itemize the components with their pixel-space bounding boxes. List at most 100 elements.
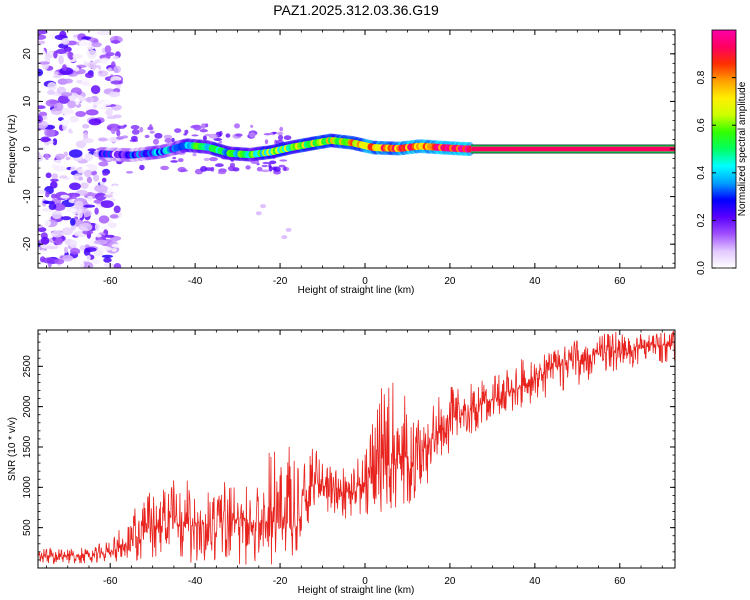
noise-blob <box>74 66 80 72</box>
noise-blob <box>273 166 281 172</box>
noise-blob <box>53 50 58 59</box>
noise-blob <box>109 214 119 219</box>
noise-blob <box>55 49 67 54</box>
noise-blob <box>184 129 189 134</box>
noise-blob <box>121 135 129 139</box>
noise-blob <box>58 55 64 65</box>
noise-blob <box>208 133 218 139</box>
snr-x-ticks: -60 -40 -20 0 20 40 60 <box>46 330 663 587</box>
x-tick-label: -40 <box>188 576 203 587</box>
noise-blob <box>110 76 122 82</box>
noise-blob <box>95 192 107 201</box>
noise-blob <box>203 157 210 162</box>
noise-blob <box>58 94 70 104</box>
noise-blob <box>46 245 59 250</box>
noise-blob <box>110 198 116 202</box>
noise-blob <box>115 84 122 89</box>
noise-blob <box>249 132 256 138</box>
noise-blob <box>201 123 206 129</box>
spectrogram-y-ticks: -20 -10 0 10 20 <box>22 34 675 264</box>
noise-blob <box>63 78 73 84</box>
noise-blob <box>100 57 110 64</box>
noise-blob <box>277 131 284 136</box>
noise-blob <box>172 156 177 160</box>
noise-blob <box>38 34 47 40</box>
noise-blob <box>260 169 270 173</box>
y-tick-label: -10 <box>22 189 33 204</box>
noise-blob <box>52 159 66 166</box>
noise-blob <box>87 49 97 59</box>
noise-blob <box>59 30 67 39</box>
noise-blob <box>131 129 140 135</box>
noise-blob <box>202 135 207 141</box>
noise-blob <box>79 39 90 48</box>
noise-blob <box>263 133 272 136</box>
noise-blob <box>88 118 102 126</box>
noise-blob <box>38 227 47 233</box>
noise-blob <box>38 48 45 52</box>
noise-blob <box>98 246 113 251</box>
x-tick-label: 0 <box>362 276 368 287</box>
noise-blob <box>139 164 145 171</box>
noise-blob <box>80 182 89 189</box>
noise-blob <box>174 128 182 134</box>
noise-blob <box>51 230 64 238</box>
noise-blob <box>93 239 108 245</box>
colorbar: 0.0 0.2 0.4 0.6 0.8 Normalized spectral ampl… <box>696 29 748 275</box>
noise-blob <box>61 37 70 45</box>
noise-blob <box>44 219 51 227</box>
ridge-carrier-inner <box>471 146 675 152</box>
noise-blob <box>154 132 163 139</box>
noise-blob <box>95 234 102 238</box>
noise-blob <box>100 200 114 209</box>
noise-blob <box>93 174 100 182</box>
noise-blob <box>101 177 107 183</box>
noise-blob <box>83 248 91 256</box>
noise-blob <box>98 137 108 142</box>
noise-blob <box>91 259 100 265</box>
noise-blob <box>72 53 83 59</box>
noise-blob <box>269 160 277 165</box>
noise-blob <box>104 45 112 54</box>
noise-blob <box>112 185 118 192</box>
noise-blob <box>53 71 59 76</box>
noise-blob <box>48 140 54 144</box>
noise-blob <box>153 138 159 145</box>
noise-blob <box>52 138 58 146</box>
noise-blob <box>98 215 110 224</box>
x-tick-label: 0 <box>362 576 368 587</box>
noise-blob <box>87 195 94 202</box>
noise-blob <box>90 85 101 95</box>
noise-blob <box>76 79 83 84</box>
figure-title: PAZ1.2025.312.03.36.G19 <box>273 2 439 18</box>
noise-blob <box>235 133 243 137</box>
noise-blob <box>272 131 277 135</box>
noise-blob <box>74 200 84 210</box>
noise-blob <box>245 165 251 170</box>
noise-blob <box>50 193 57 199</box>
noise-blob <box>105 107 113 117</box>
noise-blob <box>260 204 267 209</box>
noise-blob <box>210 166 215 172</box>
noise-blob <box>117 125 126 129</box>
colorbar-tick-label: 0.8 <box>696 70 707 84</box>
noise-blob <box>192 152 197 157</box>
noise-blob <box>98 70 103 74</box>
noise-blob <box>61 92 73 97</box>
noise-blob <box>75 111 86 117</box>
noise-blob <box>283 166 287 171</box>
noise-blob <box>60 194 70 199</box>
noise-blob <box>104 234 115 238</box>
noise-blob <box>144 134 150 139</box>
noise-blob <box>38 68 44 77</box>
noise-blob <box>92 104 97 109</box>
noise-blob <box>82 204 96 208</box>
noise-blob <box>78 222 93 232</box>
noise-blob <box>45 172 52 179</box>
noise-blob <box>77 209 83 219</box>
noise-blob <box>179 169 188 172</box>
noise-blob <box>94 184 108 193</box>
noise-blob <box>278 164 286 168</box>
noise-blob <box>62 64 67 71</box>
snr-y-axis-label: SNR (10 * v/v) <box>7 417 18 481</box>
